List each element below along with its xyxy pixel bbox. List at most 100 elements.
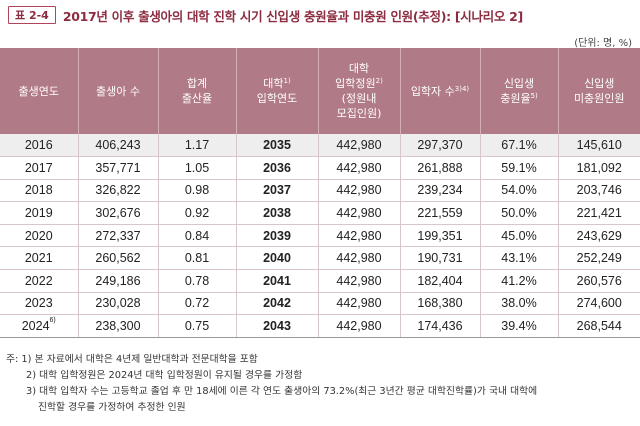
unit-label: (단위: 명, %) [574, 38, 632, 49]
cell-unfilled: 203,746 [557, 179, 640, 203]
cell-value: 260,576 [576, 273, 622, 288]
cell-entry-year: 2037 [235, 179, 318, 203]
cell-quota: 442,980 [317, 246, 400, 271]
cell-unfilled: 260,576 [557, 269, 640, 293]
cell-quota: 442,980 [317, 201, 400, 225]
column-header-line: 대학 [348, 62, 370, 75]
cell-value: 2016 [24, 138, 53, 153]
cell-unfilled: 252,249 [557, 246, 640, 271]
cell-value: 39.4% [501, 319, 537, 334]
cell-value: 221,559 [417, 206, 463, 221]
cell-unfilled: 221,421 [557, 201, 640, 225]
cell-tfr: 0.72 [157, 292, 236, 316]
cell-value: 1.17 [184, 138, 210, 153]
cell-value: 260,562 [95, 251, 141, 266]
column-header-line: 입학자 수 [410, 84, 455, 98]
cell-unfilled: 181,092 [557, 156, 640, 180]
data-table: 출생연도 출생아 수 합계 출산율 대학1) 입학연도 대학 입학정원2) (정원내 모집인원) 입… [0, 48, 640, 338]
cell-unfilled: 274,600 [557, 292, 640, 316]
column-header: 신입생 미충원인원 [557, 48, 640, 134]
cell-value: 238,300 [95, 319, 141, 334]
cell-value: 38.0% [501, 296, 537, 311]
cell-value: 41.2% [501, 273, 537, 288]
cell-year: 2018 [0, 179, 78, 203]
footnotes: 주: 1) 본 자료에서 대학은 4년제 일반대학과 전문대학을 포함 2) 대… [6, 352, 638, 416]
cell-value: 442,980 [336, 273, 382, 288]
cell-value: 239,234 [417, 183, 463, 198]
cell-unfilled: 268,544 [557, 314, 640, 338]
cell-entrants: 182,404 [399, 269, 480, 293]
cell-value: 2041 [263, 273, 291, 288]
cell-value: 1.05 [184, 160, 210, 175]
cell-entrants: 261,888 [399, 156, 480, 180]
cell-entry-year: 2039 [235, 224, 318, 248]
cell-value: 297,370 [417, 138, 463, 153]
cell-year: 2016 [0, 134, 78, 158]
cell-value: 2018 [24, 183, 53, 198]
cell-quota: 442,980 [317, 179, 400, 203]
cell-entrants: 199,351 [399, 224, 480, 248]
table-row: 2021 260,562 0.81 2040 442,980 190,731 43.1% 25… [0, 246, 640, 271]
column-header-line: 미충원인원 [573, 92, 625, 105]
cell-tfr: 0.92 [157, 201, 236, 225]
cell-value: 2019 [24, 206, 53, 221]
table-row: 2022 249,186 0.78 2041 442,980 182,404 41.2% 26… [0, 269, 640, 293]
cell-value: 0.78 [184, 273, 210, 288]
cell-value: 67.1% [501, 138, 537, 153]
cell-fill-rate: 39.4% [479, 314, 558, 338]
cell-value: 2023 [24, 296, 53, 311]
table-row: 2023 230,028 0.72 2042 442,980 168,380 38.0% 27… [0, 292, 640, 316]
footnote-marker: 3)4) [454, 84, 470, 93]
cell-entry-year: 2043 [235, 314, 318, 338]
column-header-line: 합계 [186, 77, 208, 90]
cell-tfr: 0.75 [157, 314, 236, 338]
cell-value: 2022 [24, 273, 53, 288]
cell-entry-year: 2038 [235, 201, 318, 225]
cell-unfilled: 145,610 [557, 134, 640, 158]
cell-value: 357,771 [95, 160, 141, 175]
cell-value: 0.84 [184, 228, 210, 243]
cell-value: 274,600 [576, 296, 622, 311]
cell-entry-year: 2040 [235, 246, 318, 271]
cell-entrants: 239,234 [399, 179, 480, 203]
cell-quota: 442,980 [317, 134, 400, 158]
cell-unfilled: 243,629 [557, 224, 640, 248]
footnote-marker: 6) [49, 317, 56, 325]
footnote-2: 2) 대학 입학정원은 2024년 대학 입학정원이 유지될 경우를 가정함 [26, 370, 303, 381]
cell-tfr: 1.05 [157, 156, 236, 180]
cell-births: 357,771 [77, 156, 158, 180]
cell-fill-rate: 54.0% [479, 179, 558, 203]
table-title: 표 2-4 2017년 이후 출생아의 대학 진학 시기 신입생 충원율과 미충… [8, 5, 523, 25]
cell-value: 190,731 [417, 251, 463, 266]
column-header-line: (정원내 [341, 92, 377, 105]
table-title-text: 2017년 이후 출생아의 대학 진학 시기 신입생 충원율과 미충원 인원(추… [62, 8, 523, 24]
cell-births: 238,300 [77, 314, 158, 338]
cell-entrants: 190,731 [399, 246, 480, 271]
cell-quota: 442,980 [317, 292, 400, 316]
table-row: 2016 406,243 1.17 2035 442,980 297,370 67.1% 14… [0, 134, 640, 158]
cell-tfr: 0.84 [157, 224, 236, 248]
cell-value: 181,092 [576, 160, 622, 175]
table-row: 2019 302,676 0.92 2038 442,980 221,559 50.0% 22… [0, 201, 640, 225]
cell-fill-rate: 67.1% [479, 134, 558, 158]
table-number-badge: 표 2-4 [8, 6, 56, 24]
cell-value: 442,980 [336, 228, 382, 243]
cell-value: 2042 [263, 296, 291, 311]
cell-year: 2019 [0, 201, 78, 225]
column-header-line: 출생연도 [18, 84, 59, 98]
cell-value: 2035 [263, 138, 291, 153]
cell-year: 20246) [0, 314, 78, 338]
column-header-line: 출생아 수 [96, 84, 140, 98]
cell-value: 268,544 [576, 319, 622, 334]
cell-value: 0.98 [184, 183, 210, 198]
cell-value: 252,249 [576, 251, 622, 266]
cell-births: 230,028 [77, 292, 158, 316]
column-header-line: 입학연도 [256, 92, 298, 105]
cell-value: 442,980 [336, 206, 382, 221]
cell-value: 442,980 [336, 138, 382, 153]
cell-quota: 442,980 [317, 224, 400, 248]
column-header-line: 충원율 [500, 92, 531, 105]
cell-value: 221,421 [576, 206, 622, 221]
cell-value: 2021 [24, 251, 53, 266]
column-header: 출생아 수 [77, 48, 158, 134]
